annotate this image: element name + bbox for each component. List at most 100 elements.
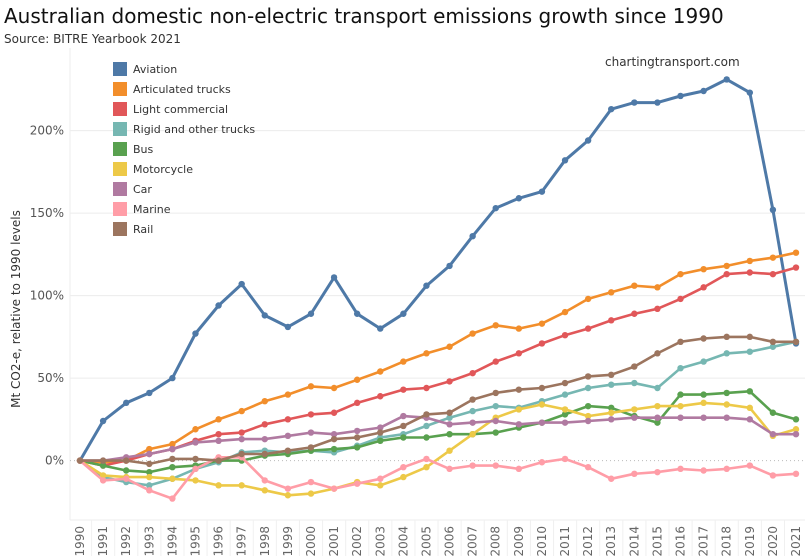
data-point (769, 431, 777, 438)
series-line-articulated-trucks (79, 251, 797, 464)
data-point (515, 421, 523, 428)
data-point (723, 401, 730, 408)
data-point (307, 490, 315, 497)
x-tick-label: 2008 (489, 526, 503, 557)
data-point (377, 482, 384, 489)
data-point (492, 322, 499, 329)
legend-swatch (113, 122, 127, 136)
data-point (654, 402, 661, 410)
data-point (215, 457, 222, 464)
data-point (400, 358, 407, 365)
data-point (423, 282, 430, 289)
data-point (307, 310, 315, 317)
data-point (677, 270, 684, 278)
data-point (261, 421, 268, 428)
data-point (631, 310, 638, 317)
data-point (561, 157, 569, 164)
data-point (446, 421, 453, 428)
data-point (377, 424, 384, 431)
data-point (492, 389, 499, 397)
data-point (284, 323, 292, 331)
data-point (654, 350, 661, 357)
data-point (584, 412, 592, 420)
data-point (122, 467, 130, 474)
data-point (631, 470, 638, 477)
x-tick-label: 2006 (443, 526, 457, 557)
data-point (792, 416, 800, 423)
data-point (723, 465, 730, 473)
data-point (769, 472, 777, 479)
data-point (400, 464, 407, 471)
data-point (700, 266, 707, 273)
data-point (677, 465, 684, 473)
y-tick-label: 100% (30, 289, 64, 303)
x-tick-label: 1991 (96, 526, 110, 557)
data-point (654, 419, 661, 426)
data-point (561, 419, 569, 426)
x-tick-label: 2000 (304, 526, 318, 557)
data-point (608, 409, 615, 416)
y-tick-label: 50% (37, 371, 64, 385)
data-point (538, 459, 546, 466)
x-tick-label: 2016 (674, 526, 688, 557)
data-point (353, 434, 361, 441)
data-point (238, 435, 245, 443)
data-point (631, 282, 638, 289)
data-point (584, 464, 592, 471)
data-point (792, 426, 800, 433)
data-point (469, 396, 476, 403)
data-point (284, 492, 292, 499)
x-tick-label: 1994 (165, 526, 179, 557)
data-point (608, 404, 615, 411)
data-point (307, 411, 315, 418)
data-point (631, 414, 638, 421)
x-tick-label: 2003 (373, 526, 387, 557)
data-point (792, 249, 800, 256)
legend-label: Car (133, 183, 152, 196)
data-point (353, 444, 361, 451)
x-tick-label: 2004 (396, 526, 410, 557)
data-point (446, 465, 453, 473)
series-line-bus (79, 389, 797, 474)
x-tick-label: 1993 (142, 526, 156, 557)
data-point (169, 455, 176, 463)
data-point (769, 343, 777, 350)
data-point (677, 92, 684, 100)
x-tick-label: 2014 (627, 526, 641, 557)
data-point (561, 308, 569, 316)
data-point (261, 312, 268, 319)
x-tick-label: 1997 (235, 526, 249, 557)
data-point (700, 467, 707, 474)
data-point (769, 338, 777, 345)
legend-swatch (113, 82, 127, 96)
x-tick-label: 1998 (258, 526, 272, 557)
data-point (446, 343, 453, 350)
data-point (146, 482, 153, 489)
legend-label: Marine (133, 203, 171, 216)
data-point (146, 389, 153, 397)
data-point (515, 325, 523, 332)
data-point (561, 406, 569, 413)
x-tick-label: 2009 (512, 526, 526, 557)
data-point (677, 295, 684, 303)
data-point (423, 455, 430, 463)
data-point (215, 431, 222, 438)
data-point (746, 333, 754, 341)
data-point (700, 358, 707, 365)
data-point (192, 426, 199, 433)
data-point (492, 462, 499, 469)
data-point (515, 195, 523, 202)
y-tick-label: 200% (30, 124, 64, 138)
data-point (654, 284, 661, 291)
data-point (330, 431, 338, 438)
data-point (192, 330, 199, 337)
data-point (122, 399, 130, 407)
data-point (769, 206, 777, 213)
data-point (538, 401, 546, 408)
data-point (307, 383, 315, 390)
x-tick-label: 1992 (119, 526, 133, 557)
data-point (608, 105, 615, 113)
data-point (492, 204, 499, 212)
data-point (746, 416, 754, 423)
legend-swatch (113, 142, 127, 156)
